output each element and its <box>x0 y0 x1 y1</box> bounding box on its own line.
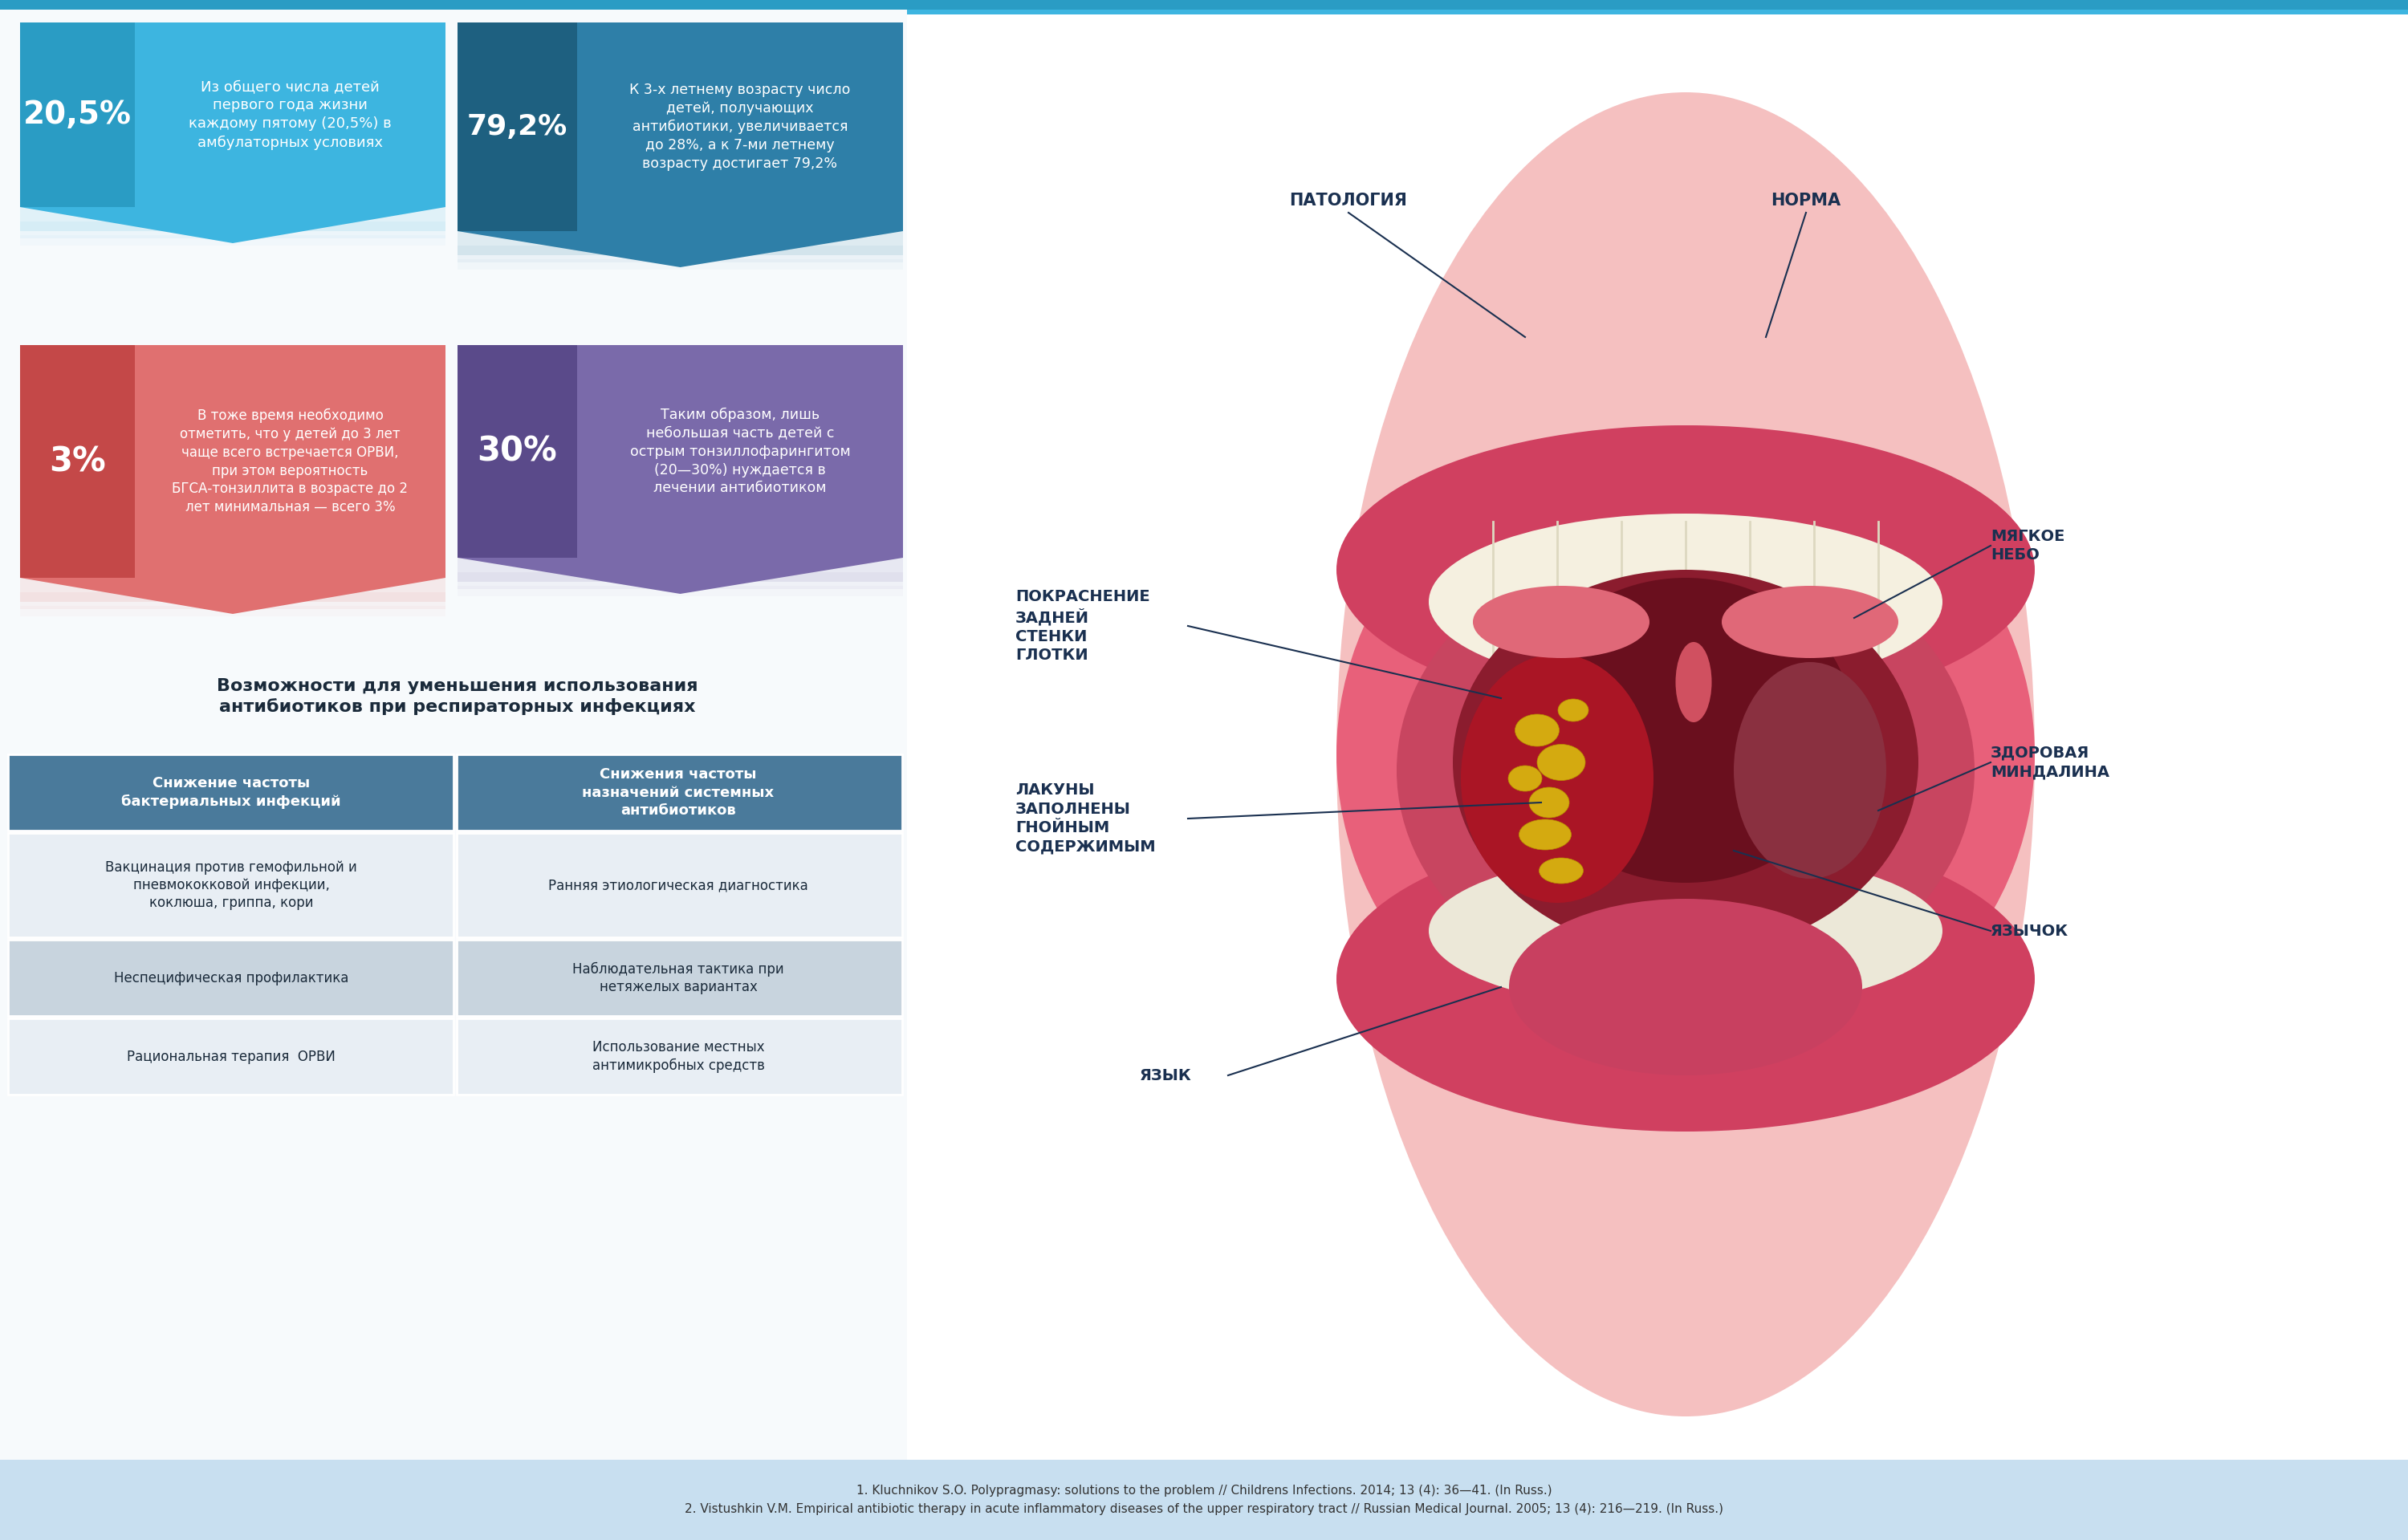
Text: ЯЗЫЧОК: ЯЗЫЧОК <box>1991 924 2068 938</box>
Ellipse shape <box>1722 585 1898 658</box>
Ellipse shape <box>1428 514 1943 690</box>
Text: Наблюдательная тактика при
нетяжелых вариантах: Наблюдательная тактика при нетяжелых вар… <box>573 961 785 995</box>
FancyBboxPatch shape <box>19 593 445 610</box>
Ellipse shape <box>1517 578 1854 882</box>
FancyBboxPatch shape <box>19 345 135 578</box>
Text: ЛАКУНЫ
ЗАПОЛНЕНЫ
ГНОЙНЫМ
СОДЕРЖИМЫМ: ЛАКУНЫ ЗАПОЛНЕНЫ ГНОЙНЫМ СОДЕРЖИМЫМ <box>1016 782 1156 855</box>
Polygon shape <box>19 206 445 243</box>
FancyBboxPatch shape <box>458 755 903 830</box>
Text: ЗДОРОВАЯ
МИНДАЛИНА: ЗДОРОВАЯ МИНДАЛИНА <box>1991 745 2109 779</box>
Ellipse shape <box>1452 570 1919 955</box>
Ellipse shape <box>1515 715 1560 747</box>
FancyBboxPatch shape <box>458 1018 903 1095</box>
Text: 20,5%: 20,5% <box>24 100 132 129</box>
Ellipse shape <box>1336 425 2035 1083</box>
FancyBboxPatch shape <box>458 231 903 256</box>
FancyBboxPatch shape <box>458 939 903 1016</box>
Text: ЯЗЫК: ЯЗЫК <box>1139 1067 1192 1083</box>
Ellipse shape <box>1462 654 1654 902</box>
Text: ПОКРАСНЕНИЕ
ЗАДНЕЙ
СТЕНКИ
ГЛОТКИ: ПОКРАСНЕНИЕ ЗАДНЕЙ СТЕНКИ ГЛОТКИ <box>1016 588 1151 664</box>
FancyBboxPatch shape <box>458 23 578 231</box>
Ellipse shape <box>1336 92 2035 1417</box>
FancyBboxPatch shape <box>7 833 453 938</box>
Text: Таким образом, лишь
небольшая часть детей с
острым тонзиллофарингитом
(20—30%) н: Таким образом, лишь небольшая часть дете… <box>631 408 850 496</box>
Text: Неспецифическая профилактика: Неспецифическая профилактика <box>113 970 349 986</box>
Ellipse shape <box>1507 765 1541 792</box>
Text: Снижения частоты
назначений системных
антибиотиков: Снижения частоты назначений системных ан… <box>583 767 775 818</box>
Text: 30%: 30% <box>477 434 556 468</box>
Ellipse shape <box>1428 850 1943 1012</box>
FancyBboxPatch shape <box>0 0 2408 9</box>
Text: Возможности для уменьшения использования
антибиотиков при респираторных инфекция: Возможности для уменьшения использования… <box>217 678 698 715</box>
Text: НОРМА: НОРМА <box>1770 192 1842 208</box>
FancyBboxPatch shape <box>7 1018 453 1095</box>
Text: Рациональная терапия  ОРВИ: Рациональная терапия ОРВИ <box>128 1049 335 1064</box>
Polygon shape <box>458 231 903 268</box>
Ellipse shape <box>1336 827 2035 1132</box>
FancyBboxPatch shape <box>19 222 445 239</box>
FancyBboxPatch shape <box>19 578 445 602</box>
FancyBboxPatch shape <box>19 345 445 578</box>
Ellipse shape <box>1474 585 1649 658</box>
FancyBboxPatch shape <box>458 345 903 557</box>
Text: Снижение частоты
бактериальных инфекций: Снижение частоты бактериальных инфекций <box>120 776 342 809</box>
Ellipse shape <box>1539 858 1584 884</box>
FancyBboxPatch shape <box>0 0 2408 14</box>
Text: В тоже время необходимо
отметить, что у детей до 3 лет
чаще всего встречается ОР: В тоже время необходимо отметить, что у … <box>173 408 407 514</box>
Ellipse shape <box>1336 425 2035 715</box>
Ellipse shape <box>1536 744 1584 781</box>
Ellipse shape <box>1519 819 1570 850</box>
Text: 79,2%: 79,2% <box>467 112 568 140</box>
FancyBboxPatch shape <box>19 23 445 206</box>
Text: Использование местных
антимикробных средств: Использование местных антимикробных сред… <box>592 1040 763 1073</box>
FancyBboxPatch shape <box>7 939 453 1016</box>
Text: 3%: 3% <box>48 445 106 479</box>
FancyBboxPatch shape <box>7 755 453 830</box>
FancyBboxPatch shape <box>19 206 445 231</box>
FancyBboxPatch shape <box>19 23 135 206</box>
Polygon shape <box>458 557 903 594</box>
Ellipse shape <box>1397 537 1975 1003</box>
Text: МЯГКОЕ
НЕБО: МЯГКОЕ НЕБО <box>1991 528 2064 562</box>
FancyBboxPatch shape <box>458 23 903 231</box>
Text: Ранняя этиологическая диагностика: Ранняя этиологическая диагностика <box>549 878 809 892</box>
FancyBboxPatch shape <box>458 345 578 557</box>
FancyBboxPatch shape <box>0 1460 2408 1540</box>
FancyBboxPatch shape <box>458 245 903 262</box>
Ellipse shape <box>1734 662 1885 879</box>
FancyBboxPatch shape <box>458 573 903 588</box>
Ellipse shape <box>1558 699 1589 721</box>
Text: Вакцинация против гемофильной и
пневмококковой инфекции,
коклюша, гриппа, кори: Вакцинация против гемофильной и пневмоко… <box>106 861 356 910</box>
FancyBboxPatch shape <box>458 833 903 938</box>
FancyBboxPatch shape <box>458 557 903 582</box>
Text: 1. Kluchnikov S.O. Polypragmasy: solutions to the problem // Childrens Infection: 1. Kluchnikov S.O. Polypragmasy: solutio… <box>684 1485 1724 1515</box>
FancyBboxPatch shape <box>0 0 908 1460</box>
Ellipse shape <box>1529 787 1570 818</box>
Text: Из общего числа детей
первого года жизни
каждому пятому (20,5%) в
амбулаторных у: Из общего числа детей первого года жизни… <box>188 80 393 149</box>
Text: К 3-х летнему возрасту число
детей, получающих
антибиотики, увеличивается
до 28%: К 3-х летнему возрасту число детей, полу… <box>628 83 850 171</box>
Ellipse shape <box>1676 642 1712 722</box>
Text: ПАТОЛОГИЯ: ПАТОЛОГИЯ <box>1291 192 1406 208</box>
Polygon shape <box>19 578 445 614</box>
Ellipse shape <box>1510 899 1861 1075</box>
